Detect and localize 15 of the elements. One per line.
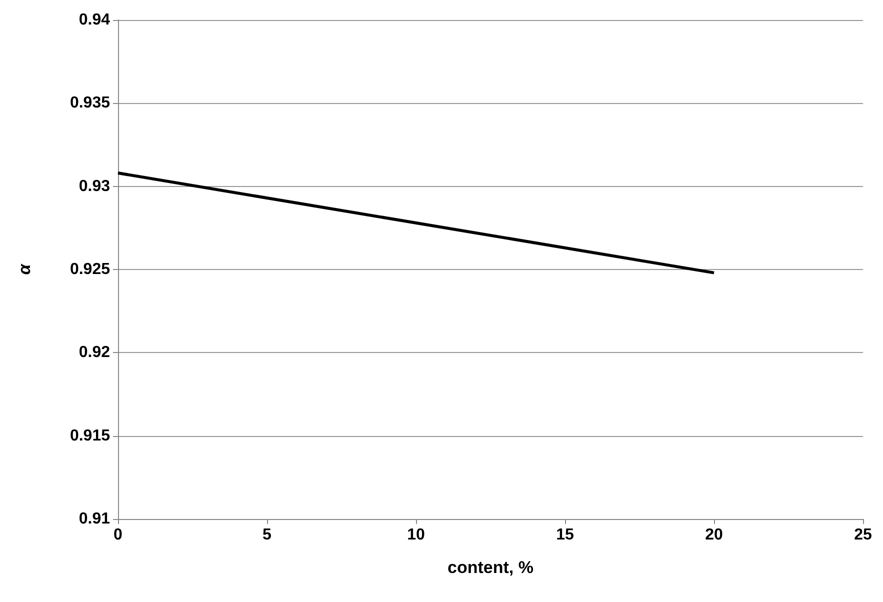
y-tick-label: 0.94 xyxy=(78,12,110,28)
x-tick-label: 15 xyxy=(556,526,574,544)
y-tick-label: 0.925 xyxy=(70,261,110,278)
x-tick-label: 10 xyxy=(407,526,425,544)
y-tick-label: 0.93 xyxy=(78,178,110,195)
y-tick-label: 0.91 xyxy=(78,510,110,528)
x-tick-label: 20 xyxy=(705,526,723,544)
x-tick-label: 25 xyxy=(854,526,872,544)
x-axis-title: content, % xyxy=(448,558,534,577)
y-tick-label: 0.915 xyxy=(70,427,110,444)
y-axis-title: α xyxy=(15,262,34,275)
x-tick-label: 0 xyxy=(114,526,123,544)
x-tick-label: 5 xyxy=(262,526,272,544)
y-tick-label: 0.92 xyxy=(78,344,110,362)
y-tick-label: 0.935 xyxy=(70,94,110,112)
